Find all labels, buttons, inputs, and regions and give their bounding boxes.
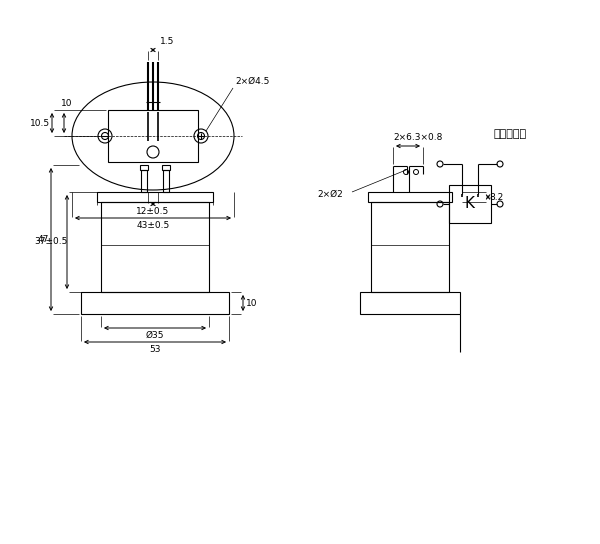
Text: 8.2: 8.2 (490, 193, 504, 201)
Bar (163, 170, 169, 192)
Text: 2×Ø2: 2×Ø2 (317, 189, 343, 199)
Bar (101, 202, 209, 292)
Text: Ø35: Ø35 (146, 331, 164, 339)
Bar (108, 110, 198, 162)
Text: 2×Ø4.5: 2×Ø4.5 (236, 77, 270, 85)
Text: 53: 53 (149, 344, 161, 354)
Text: 47: 47 (37, 235, 49, 244)
Text: 10.5: 10.5 (30, 119, 50, 127)
Bar (81, 292, 229, 314)
Text: 10: 10 (61, 100, 73, 108)
Bar (140, 165, 148, 170)
Text: 电路原理图: 电路原理图 (493, 129, 527, 139)
Text: 10: 10 (246, 299, 258, 307)
Text: K: K (465, 196, 475, 212)
Text: 1.5: 1.5 (160, 38, 174, 46)
Text: 12±0.5: 12±0.5 (136, 207, 170, 217)
Text: 43±0.5: 43±0.5 (136, 221, 170, 231)
Bar (141, 170, 147, 192)
Bar (371, 202, 449, 292)
Bar (97, 192, 213, 202)
Bar (162, 165, 170, 170)
Bar (449, 185, 491, 223)
Text: 37±0.5: 37±0.5 (34, 238, 68, 246)
Text: 2×6.3×0.8: 2×6.3×0.8 (394, 133, 443, 143)
Bar (368, 192, 452, 202)
Bar (360, 292, 460, 314)
